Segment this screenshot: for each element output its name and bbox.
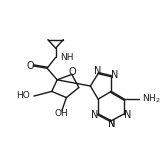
Text: N: N — [91, 110, 98, 120]
Text: O: O — [68, 67, 76, 77]
Text: N: N — [124, 110, 131, 120]
Text: N: N — [108, 119, 115, 129]
Text: OH: OH — [55, 109, 69, 118]
Text: O: O — [27, 61, 34, 71]
Text: N: N — [111, 70, 118, 80]
Text: N: N — [94, 66, 102, 75]
Text: N: N — [108, 119, 115, 129]
Text: NH: NH — [60, 53, 74, 62]
Text: NH$_2$: NH$_2$ — [142, 93, 161, 105]
Text: HO: HO — [16, 91, 30, 100]
